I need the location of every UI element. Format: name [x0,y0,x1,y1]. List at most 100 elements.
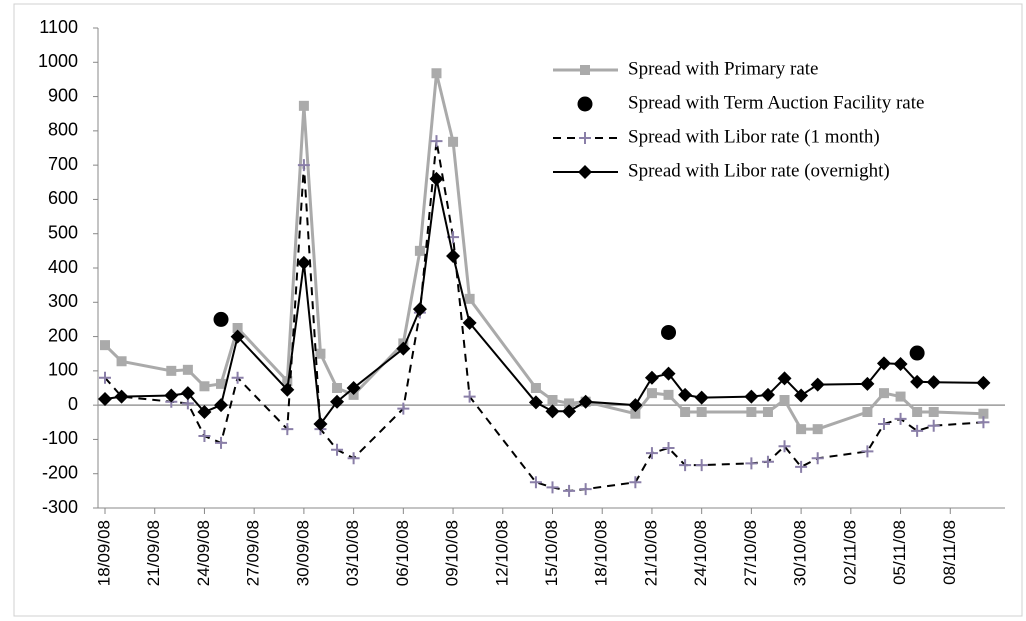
point [347,452,360,465]
y-tick-label: -200 [42,462,78,482]
point [315,348,326,359]
y-tick-label: 100 [48,360,78,380]
y-tick-label: -100 [42,428,78,448]
y-tick-label: -300 [42,497,78,517]
chart-frame [13,3,1023,617]
point [746,407,757,417]
legend-marker [580,65,590,75]
x-tick-label: 21/09/08 [144,520,163,586]
point [563,484,576,497]
x-tick-label: 02/11/08 [840,520,859,585]
legend-label: Spread with Term Auction Facility rate [628,92,924,113]
point [530,383,541,393]
point [216,378,227,389]
legend-marker [577,96,593,112]
point [663,389,674,400]
point [927,419,940,432]
point [745,457,758,470]
x-tick-label: 24/10/08 [691,520,710,586]
y-tick-label: 0 [68,394,78,414]
point [795,460,808,473]
y-tick-label: 200 [48,325,78,345]
point [280,382,295,397]
x-tick-label: 05/11/08 [890,520,909,585]
point [760,387,775,402]
point [909,345,925,361]
point [429,171,444,186]
point [679,459,692,472]
series-line [104,178,984,427]
series-line [104,140,984,492]
point [230,329,245,344]
x-tick-label: 15/10/08 [542,520,561,586]
point [397,402,410,415]
point [114,389,129,404]
point [231,371,244,384]
point [761,455,774,468]
x-tick-label: 03/10/08 [343,520,362,586]
y-tick-label: 500 [48,222,78,242]
point [812,424,823,435]
point [910,374,925,389]
point [629,476,642,489]
legend-marker [578,165,592,179]
point [645,447,658,460]
x-tick-label: 09/10/08 [443,520,462,586]
point [777,371,792,386]
point [281,423,294,436]
point [297,159,310,172]
point [912,407,923,417]
point [412,302,427,317]
legend-label: Spread with Libor rate (1 month) [628,126,880,147]
legend-marker [579,132,591,144]
point [811,452,824,465]
x-tick-label: 30/10/08 [791,520,810,586]
y-tick-label: 1000 [38,51,78,71]
point [182,364,193,375]
point [282,376,293,387]
point [214,398,229,413]
point [762,407,773,417]
point [680,407,691,417]
x-tick-label: 24/09/08 [194,520,213,586]
point [99,371,111,384]
point [528,395,543,410]
point [895,391,906,402]
point [876,356,891,371]
point [313,417,328,431]
point [678,387,693,402]
point [164,388,179,403]
point [744,389,759,404]
legend-label: Spread with Primary rate [628,58,818,79]
point [694,390,709,405]
point [464,293,475,304]
x-tick-label: 30/09/08 [293,520,312,586]
y-tick-label: 300 [48,291,78,311]
point [695,459,708,472]
point [215,436,228,449]
point [198,430,211,442]
y-tick-label: 600 [48,188,78,208]
point [98,391,112,406]
point [978,408,989,419]
point [911,424,924,437]
point [346,381,361,395]
point [877,418,890,430]
point [529,476,542,489]
point [976,375,991,390]
point [545,404,560,419]
point [462,315,477,330]
point [448,136,459,147]
point [796,424,807,435]
x-tick-label: 21/10/08 [641,520,660,586]
y-tick-label: 900 [48,85,78,105]
point [414,245,425,256]
point [646,388,657,399]
legend-label: Spread with Libor rate (overnight) [628,160,890,181]
point [547,395,558,405]
x-tick-label: 18/10/08 [592,520,611,586]
point [431,68,442,79]
point [180,386,195,401]
point [100,340,110,351]
